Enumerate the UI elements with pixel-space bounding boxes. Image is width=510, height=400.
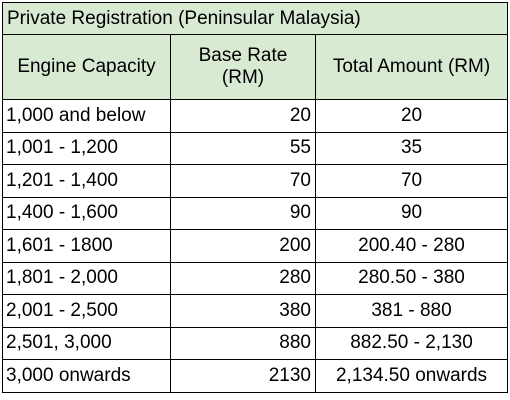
cell-total-amount: 381 - 880 <box>314 294 509 328</box>
cell-engine-capacity: 2,501, 3,000 <box>2 326 171 360</box>
cell-base-rate: 70 <box>170 164 316 198</box>
cell-total-amount: 20 <box>314 99 509 133</box>
cell-base-rate: 880 <box>170 326 316 360</box>
cell-total-amount: 2,134.50 onwards <box>314 359 509 393</box>
cell-engine-capacity: 1,801 - 2,000 <box>2 261 171 295</box>
cell-engine-capacity: 1,000 and below <box>2 99 171 133</box>
table-row: 2,001 - 2,500 380 381 - 880 <box>2 294 509 328</box>
cell-total-amount: 882.50 - 2,130 <box>314 326 509 360</box>
cell-total-amount: 280.50 - 380 <box>314 261 509 295</box>
cell-base-rate: 200 <box>170 229 316 263</box>
table-row: 3,000 onwards 2130 2,134.50 onwards <box>2 359 509 393</box>
cell-total-amount: 35 <box>314 131 509 165</box>
table-body: 1,000 and below 20 20 1,001 - 1,200 55 35 1,20… <box>2 99 509 393</box>
table-row: 1,201 - 1,400 70 70 <box>2 164 509 198</box>
cell-base-rate: 2130 <box>170 359 316 393</box>
cell-base-rate: 20 <box>170 99 316 133</box>
table-row: 1,000 and below 20 20 <box>2 99 509 133</box>
cell-total-amount: 70 <box>314 164 509 198</box>
header-engine-capacity: Engine Capacity <box>2 34 171 100</box>
cell-engine-capacity: 2,001 - 2,500 <box>2 294 171 328</box>
cell-engine-capacity: 1,201 - 1,400 <box>2 164 171 198</box>
cell-engine-capacity: 3,000 onwards <box>2 359 171 393</box>
table-row: 1,801 - 2,000 280 280.50 - 380 <box>2 261 509 295</box>
cell-base-rate: 380 <box>170 294 316 328</box>
cell-engine-capacity: 1,400 - 1,600 <box>2 196 171 230</box>
header-base-rate: Base Rate (RM) <box>170 34 316 100</box>
table-title: Private Registration (Peninsular Malaysi… <box>1 2 509 35</box>
table-row: 1,001 - 1,200 55 35 <box>2 131 509 165</box>
cell-engine-capacity: 1,001 - 1,200 <box>2 131 171 165</box>
cell-base-rate: 280 <box>170 261 316 295</box>
cell-engine-capacity: 1,601 - 1800 <box>2 229 171 263</box>
table-row: 1,400 - 1,600 90 90 <box>2 196 509 230</box>
cell-base-rate: 55 <box>170 131 316 165</box>
registration-fee-table: Private Registration (Peninsular Malaysi… <box>1 2 509 393</box>
table-row: 1,601 - 1800 200 200.40 - 280 <box>2 229 509 263</box>
header-base-rate-line1: Base Rate <box>198 45 288 67</box>
cell-base-rate: 90 <box>170 196 316 230</box>
header-total-amount: Total Amount (RM) <box>314 34 509 100</box>
table-row: 2,501, 3,000 880 882.50 - 2,130 <box>2 326 509 360</box>
header-base-rate-line2: (RM) <box>221 67 265 88</box>
cell-total-amount: 90 <box>314 196 509 230</box>
cell-total-amount: 200.40 - 280 <box>314 229 509 263</box>
table-title-row: Private Registration (Peninsular Malaysi… <box>1 2 509 35</box>
table-header-row: Engine Capacity Base Rate (RM) Total Amo… <box>2 34 509 100</box>
